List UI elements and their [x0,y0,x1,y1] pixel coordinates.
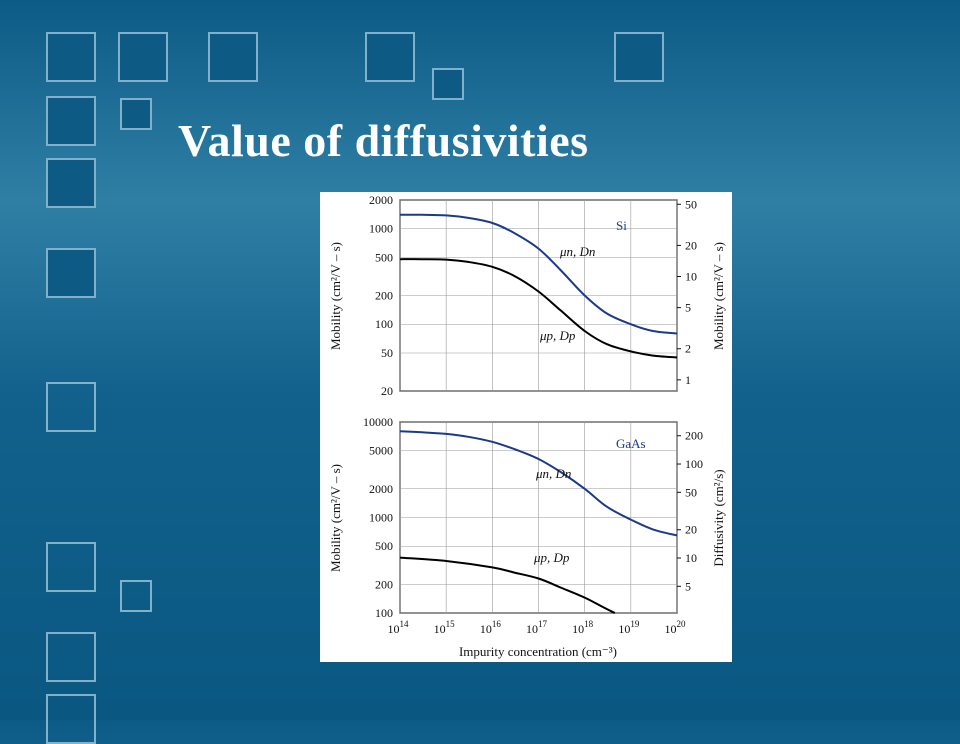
gaas-x-tick-label: 1020 [665,619,687,636]
gaas-left-tick-label: 200 [375,577,393,591]
gaas-x-tick-label: 1014 [388,619,410,636]
si-left-tick-label: 50 [381,346,393,360]
si-material-label: Si [616,218,627,233]
si-electron-curve [399,213,678,335]
si-left-tick-label: 1000 [369,222,393,236]
si-right-axis-label: Mobility (cm²/V – s) [711,242,726,350]
slide-title: Value of diffusivities [178,115,589,166]
mobility-charts: 2000 1000 500 200 100 50 20 50 20 10 5 2 1 Mobility… [328,193,726,659]
mobility-diffusivity-figure: 2000 1000 500 200 100 50 20 50 20 10 5 2 1 Mobility… [320,192,732,662]
gaas-right-tick-label: 5 [685,579,691,593]
decorative-square [120,580,152,612]
si-electron-curve-label: μn, Dn [559,244,595,259]
gaas-right-tick-label: 50 [685,485,697,499]
si-left-tick-label: 100 [375,317,393,331]
decorative-square [365,32,415,82]
decorative-square [46,542,96,592]
gaas-right-tick-label: 10 [685,551,697,565]
si-right-tick-label: 10 [685,270,697,284]
gaas-left-axis-label: Mobility (cm²/V – s) [328,464,343,572]
gaas-left-tick-label: 10000 [363,415,393,429]
si-panel: 2000 1000 500 200 100 50 20 50 20 10 5 2 1 Mobility… [328,193,726,398]
gaas-hole-curve [399,556,616,614]
gaas-x-tick-label: 1019 [618,619,640,636]
gaas-right-axis-label: Diffusivity (cm²/s) [711,469,726,566]
gaas-electron-curve-label: μn, Dn [535,466,571,481]
gaas-right-tick-label: 200 [685,429,703,443]
si-left-tick-label: 20 [381,384,393,398]
si-left-axis-label: Mobility (cm²/V – s) [328,242,343,350]
si-left-tick-label: 200 [375,289,393,303]
gaas-right-tick-label: 100 [685,457,703,471]
gaas-left-tick-label: 2000 [369,482,393,496]
gaas-panel: 10000 5000 2000 1000 500 200 100 200 100 50 20 10 5… [328,415,726,659]
gaas-left-tick-label: 5000 [369,444,393,458]
gaas-material-label: GaAs [616,436,646,451]
decorative-square [118,32,168,82]
decorative-square [614,32,664,82]
gaas-x-tick-label: 1018 [572,619,594,636]
decorative-square [120,98,152,130]
gaas-left-tick-label: 500 [375,539,393,553]
decorative-square [46,248,96,298]
decorative-square [46,158,96,208]
decorative-square [46,694,96,744]
decorative-square [208,32,258,82]
gaas-left-tick-label: 100 [375,606,393,620]
si-right-tick-label: 5 [685,301,691,315]
si-right-tick-label: 2 [685,342,691,356]
gaas-x-tick-label: 1015 [434,619,455,636]
si-hole-curve-label: μp, Dp [539,328,576,343]
si-right-tick-label: 50 [685,197,697,211]
decorative-square [432,68,464,100]
si-right-tick-label: 1 [685,373,691,387]
gaas-left-tick-label: 1000 [369,511,393,525]
si-hole-curve [399,258,678,359]
x-axis-label: Impurity concentration (cm⁻³) [459,644,617,659]
decorative-square [46,632,96,682]
gaas-electron-curve [399,430,678,537]
gaas-x-tick-label: 1017 [526,619,548,636]
gaas-right-tick-label: 20 [685,523,697,537]
decorative-square [46,32,96,82]
si-right-tick-label: 20 [685,238,697,252]
si-left-tick-label: 500 [375,250,393,264]
gaas-x-tick-label: 1016 [480,619,502,636]
si-left-tick-label: 2000 [369,193,393,207]
decorative-square [46,382,96,432]
gaas-hole-curve-label: μp, Dp [533,550,570,565]
decorative-square [46,96,96,146]
